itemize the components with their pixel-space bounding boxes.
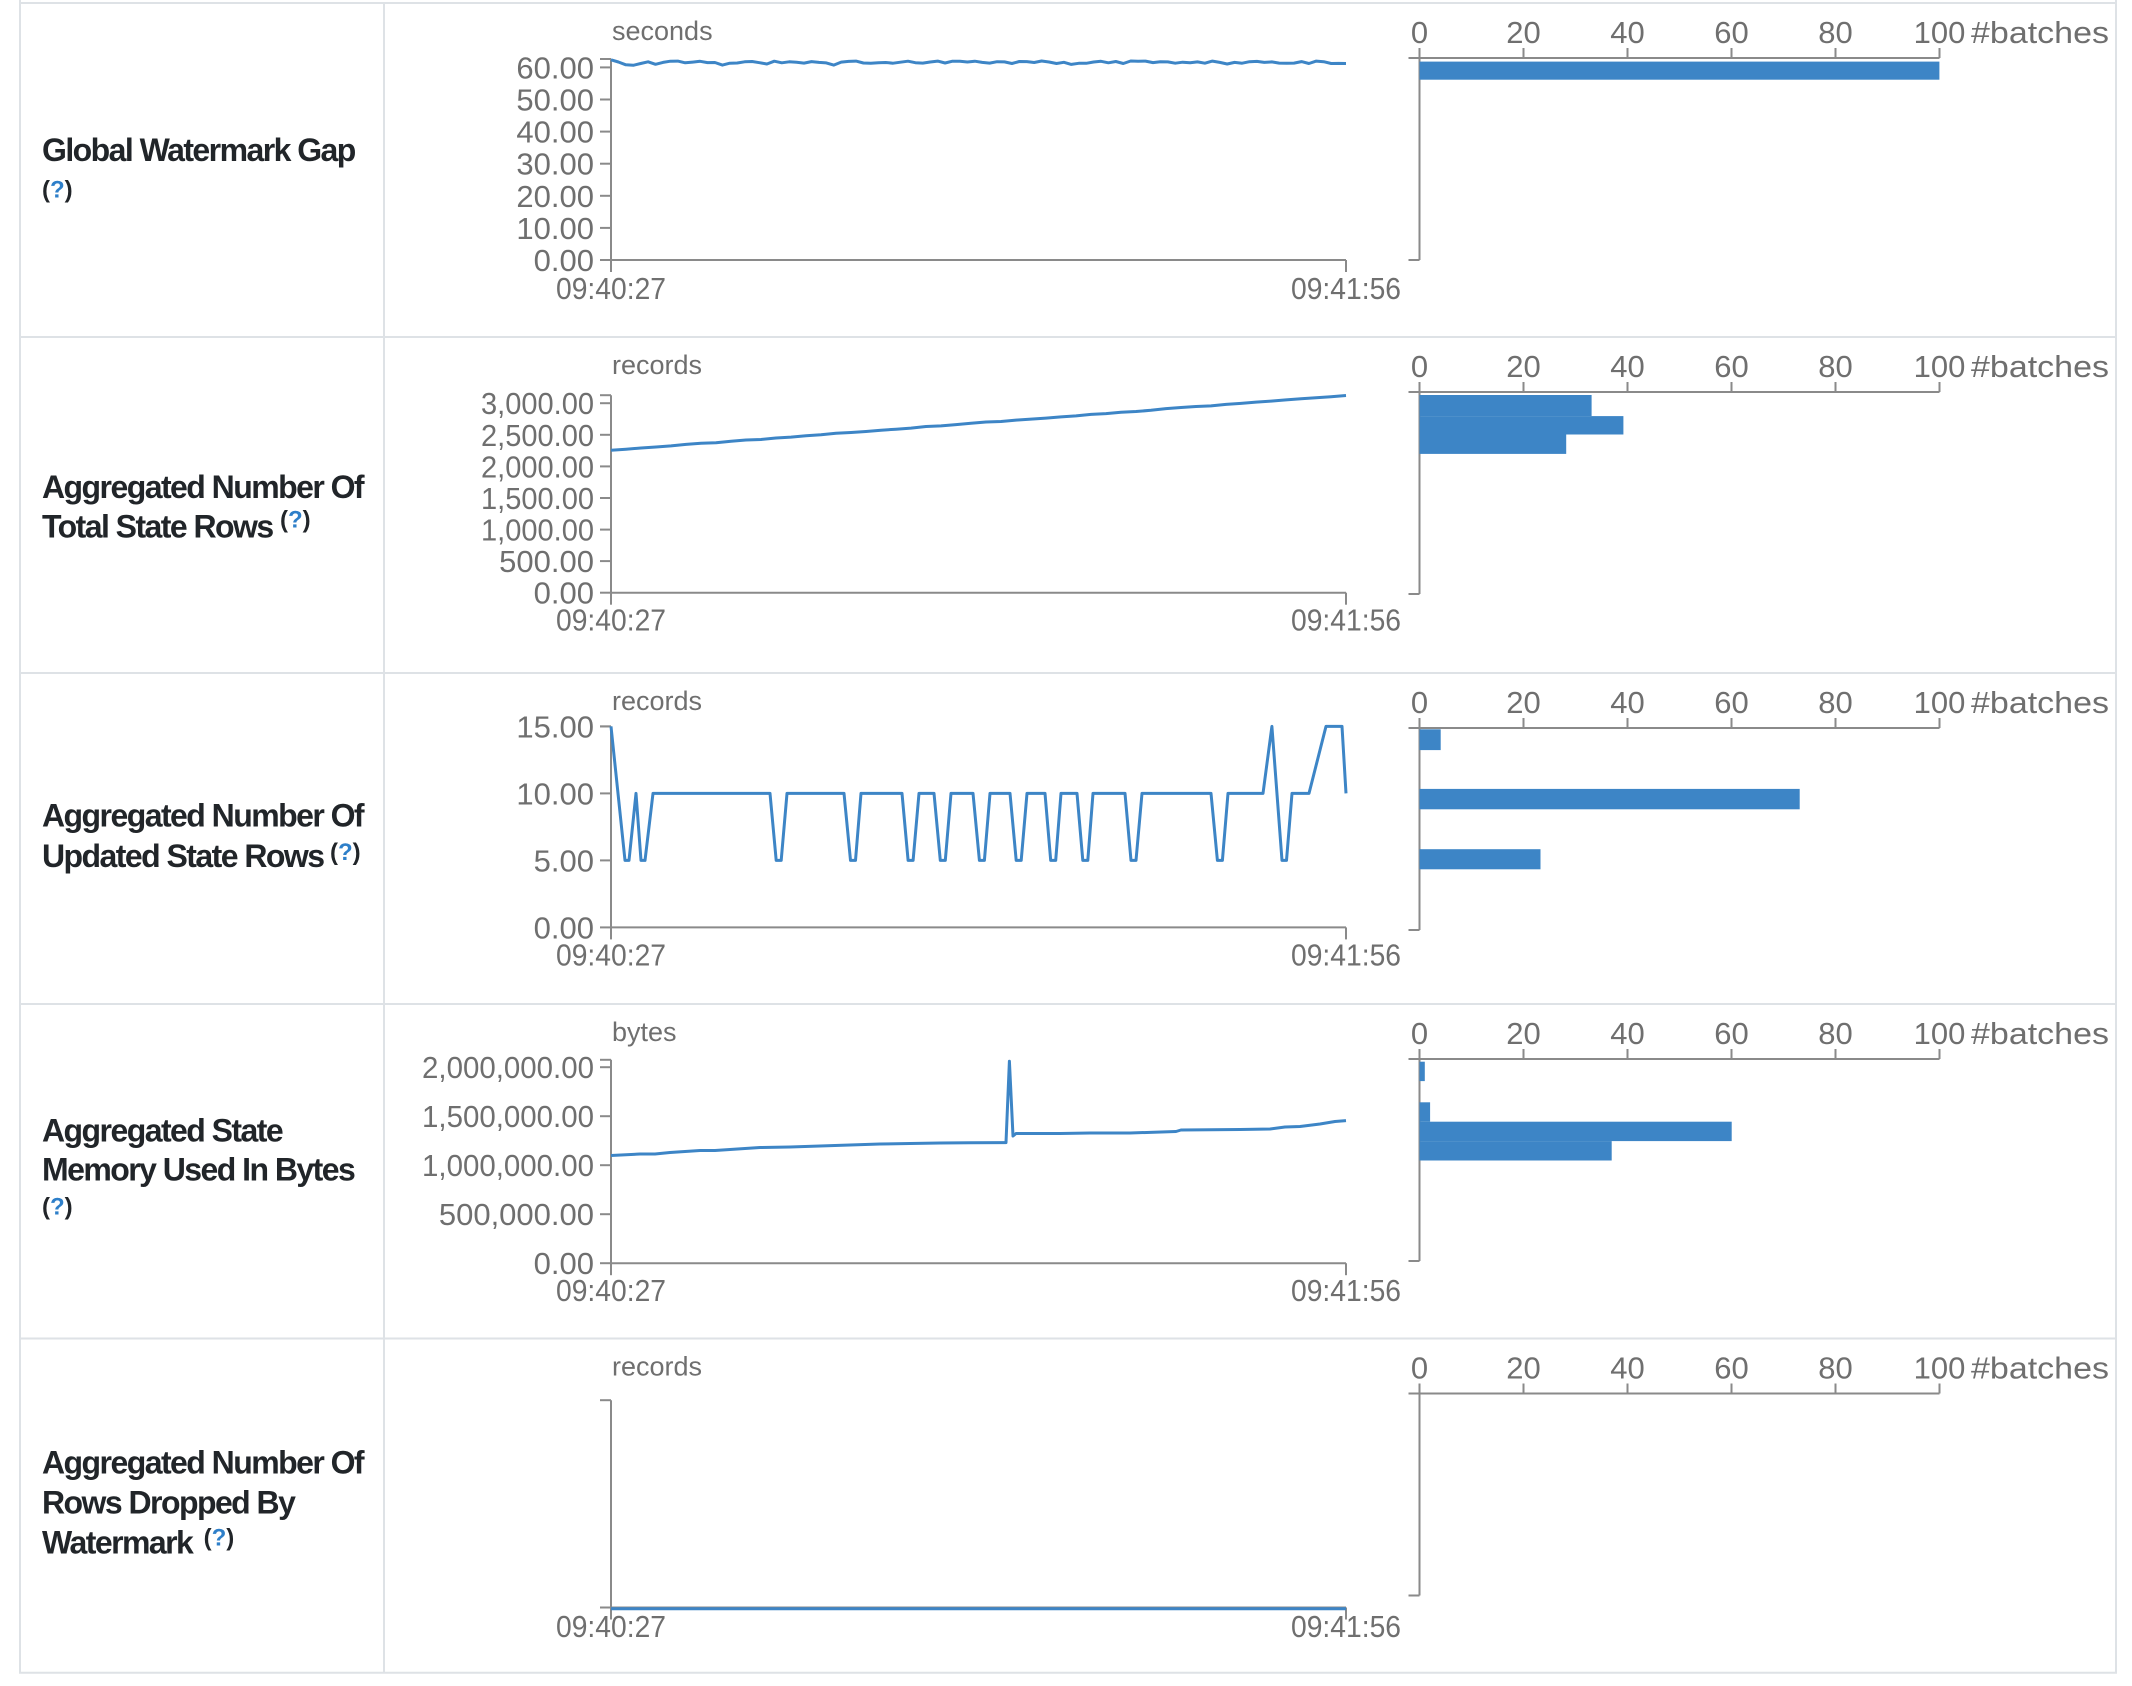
svg-text:#batches: #batches [1971, 685, 2109, 720]
svg-text:2,000.00: 2,000.00 [481, 449, 594, 484]
svg-text:0: 0 [1411, 1351, 1428, 1386]
svg-text:80: 80 [1818, 15, 1852, 50]
svg-text:Total State Rows: Total State Rows [42, 509, 273, 545]
svg-text:100: 100 [1914, 685, 1966, 720]
svg-text:Global Watermark Gap: Global Watermark Gap [42, 132, 356, 168]
svg-text:60: 60 [1714, 349, 1748, 384]
svg-text:#batches: #batches [1971, 349, 2109, 384]
svg-text:20: 20 [1506, 1016, 1540, 1051]
svg-text:50.00: 50.00 [516, 83, 594, 118]
svg-text:10.00: 10.00 [516, 776, 594, 811]
svg-text:20: 20 [1506, 349, 1540, 384]
svg-text:2,000,000.00: 2,000,000.00 [422, 1050, 594, 1085]
svg-text:10.00: 10.00 [516, 211, 594, 246]
svg-text:09:40:27: 09:40:27 [556, 1273, 666, 1308]
svg-text:0: 0 [1411, 1016, 1428, 1051]
svg-text:Updated State Rows: Updated State Rows [42, 838, 324, 874]
svg-text:80: 80 [1818, 685, 1852, 720]
svg-text:Aggregated Number Of: Aggregated Number Of [42, 798, 365, 834]
svg-text:20: 20 [1506, 1351, 1540, 1386]
svg-text:60: 60 [1714, 685, 1748, 720]
svg-text:Watermark: Watermark [42, 1525, 194, 1561]
svg-text:60: 60 [1714, 1016, 1748, 1051]
svg-text:09:41:56: 09:41:56 [1291, 1273, 1401, 1308]
svg-text:0.00: 0.00 [534, 1246, 594, 1281]
svg-text:0: 0 [1411, 349, 1428, 384]
svg-text:100: 100 [1914, 1016, 1966, 1051]
svg-text:1,000.00: 1,000.00 [481, 513, 594, 548]
svg-text:60: 60 [1714, 15, 1748, 50]
svg-text:80: 80 [1818, 1016, 1852, 1051]
svg-text:15.00: 15.00 [516, 709, 594, 744]
svg-text:(?): (?) [280, 506, 311, 533]
svg-text:40: 40 [1610, 15, 1644, 50]
svg-text:40.00: 40.00 [516, 115, 594, 150]
svg-text:40: 40 [1610, 685, 1644, 720]
svg-text:bytes: bytes [612, 1017, 677, 1047]
svg-text:0: 0 [1411, 685, 1428, 720]
svg-text:(?): (?) [42, 1194, 73, 1221]
svg-text:3,000.00: 3,000.00 [481, 386, 594, 421]
svg-text:records: records [612, 1352, 702, 1382]
svg-text:500,000.00: 500,000.00 [439, 1197, 594, 1232]
svg-text:#batches: #batches [1971, 1351, 2109, 1386]
svg-text:Aggregated Number Of: Aggregated Number Of [42, 469, 365, 505]
svg-text:09:41:56: 09:41:56 [1291, 603, 1401, 638]
svg-text:Aggregated Number Of: Aggregated Number Of [42, 1445, 365, 1481]
svg-text:Aggregated State: Aggregated State [42, 1113, 283, 1149]
svg-text:20: 20 [1506, 685, 1540, 720]
svg-text:(?): (?) [42, 177, 73, 204]
svg-text:20: 20 [1506, 15, 1540, 50]
svg-text:09:41:56: 09:41:56 [1291, 1609, 1401, 1644]
svg-text:80: 80 [1818, 349, 1852, 384]
svg-text:100: 100 [1914, 15, 1966, 50]
svg-text:0.00: 0.00 [534, 576, 594, 611]
svg-text:2,500.00: 2,500.00 [481, 418, 594, 453]
svg-text:0.00: 0.00 [534, 243, 594, 278]
svg-text:Rows Dropped By: Rows Dropped By [42, 1485, 296, 1521]
svg-text:records: records [612, 686, 702, 716]
svg-text:09:40:27: 09:40:27 [556, 271, 666, 306]
svg-text:100: 100 [1914, 1351, 1966, 1386]
svg-text:0.00: 0.00 [534, 910, 594, 945]
svg-text:1,000,000.00: 1,000,000.00 [422, 1148, 594, 1183]
svg-text:09:41:56: 09:41:56 [1291, 937, 1401, 972]
svg-text:60.00: 60.00 [516, 50, 594, 85]
svg-text:100: 100 [1914, 349, 1966, 384]
svg-text:(?): (?) [330, 839, 361, 866]
svg-text:60: 60 [1714, 1351, 1748, 1386]
svg-text:5.00: 5.00 [534, 843, 594, 878]
svg-text:500.00: 500.00 [499, 544, 594, 579]
svg-text:09:41:56: 09:41:56 [1291, 271, 1401, 306]
svg-text:09:40:27: 09:40:27 [556, 1609, 666, 1644]
svg-text:#batches: #batches [1971, 15, 2109, 50]
svg-text:30.00: 30.00 [516, 147, 594, 182]
svg-text:80: 80 [1818, 1351, 1852, 1386]
svg-text:40: 40 [1610, 1351, 1644, 1386]
svg-text:09:40:27: 09:40:27 [556, 603, 666, 638]
svg-text:09:40:27: 09:40:27 [556, 937, 666, 972]
svg-text:1,500.00: 1,500.00 [481, 481, 594, 516]
svg-text:0: 0 [1411, 15, 1428, 50]
svg-text:records: records [612, 350, 702, 380]
svg-text:#batches: #batches [1971, 1016, 2109, 1051]
svg-text:1,500,000.00: 1,500,000.00 [422, 1099, 594, 1134]
svg-text:seconds: seconds [612, 16, 713, 46]
svg-text:20.00: 20.00 [516, 179, 594, 214]
svg-text:(?): (?) [204, 1525, 235, 1552]
svg-text:40: 40 [1610, 349, 1644, 384]
svg-text:Memory Used In Bytes: Memory Used In Bytes [42, 1152, 355, 1188]
svg-text:40: 40 [1610, 1016, 1644, 1051]
